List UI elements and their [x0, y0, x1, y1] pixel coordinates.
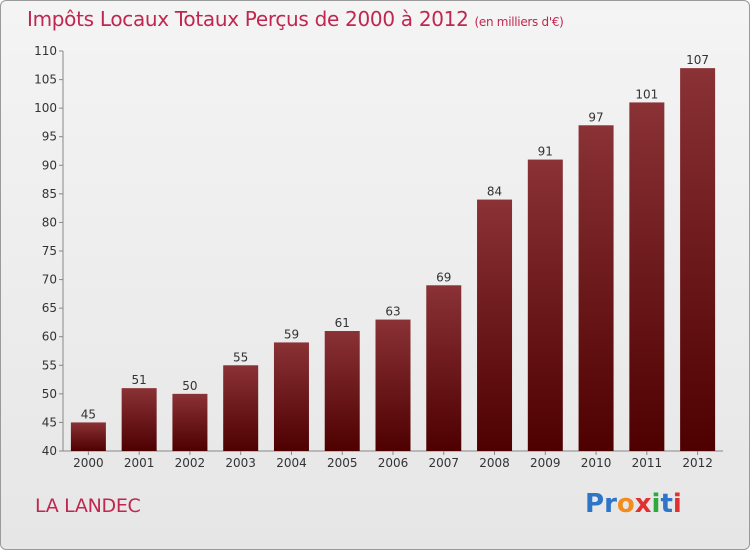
- y-tick-label: 90: [42, 158, 57, 172]
- y-tick-label: 105: [34, 73, 57, 87]
- y-tick-label: 95: [42, 130, 57, 144]
- chart-axes: 40 45 50 55 60 65 70 75 80 85 90 95 100 105 110: [34, 44, 723, 458]
- chart-labels: 2000 45 2001 51 2002 50 2003 55 2004 59 2005 61 2006…: [73, 53, 713, 470]
- x-tick-label: 2011: [632, 456, 663, 470]
- chart-unit: (en milliers d'€): [474, 15, 564, 29]
- chart-bars: [70, 68, 716, 452]
- data-label: 50: [182, 379, 197, 393]
- data-label: 107: [686, 53, 709, 67]
- logo-letter: x: [634, 489, 652, 519]
- data-label: 63: [385, 305, 400, 319]
- x-tick-label: 2009: [530, 456, 561, 470]
- y-tick-label: 60: [42, 330, 57, 344]
- chart-title: Impôts Locaux Totaux Perçus de 2000 à 20…: [27, 7, 564, 31]
- data-label: 55: [233, 350, 248, 364]
- bar: [273, 342, 309, 451]
- y-tick-label: 100: [34, 101, 57, 115]
- data-label: 45: [81, 407, 96, 421]
- chart-title-text: Impôts Locaux Totaux Perçus de 2000 à 20…: [27, 7, 469, 31]
- bar: [477, 199, 513, 451]
- y-tick-label: 40: [42, 444, 57, 458]
- bar: [70, 422, 106, 451]
- logo-letter: o: [616, 489, 635, 519]
- bar: [324, 331, 360, 451]
- data-label: 51: [132, 373, 147, 387]
- x-tick-label: 2012: [682, 456, 713, 470]
- y-tick-label: 85: [42, 187, 57, 201]
- logo-letter: i: [672, 489, 682, 519]
- y-tick-label: 80: [42, 215, 57, 229]
- data-label: 101: [635, 87, 658, 101]
- bar: [172, 393, 208, 451]
- x-tick-label: 2003: [225, 456, 256, 470]
- data-label: 97: [588, 110, 603, 124]
- y-tick-label: 75: [42, 244, 57, 258]
- bar: [578, 125, 614, 452]
- bar: [121, 388, 157, 451]
- y-tick-label: 70: [42, 273, 57, 287]
- y-tick-label: 45: [42, 415, 57, 429]
- x-tick-label: 2001: [124, 456, 155, 470]
- x-tick-label: 2002: [175, 456, 206, 470]
- logo-letter: P: [585, 489, 605, 519]
- data-label: 61: [335, 316, 350, 330]
- bar: [426, 285, 462, 451]
- data-label: 84: [487, 185, 502, 199]
- data-label: 91: [538, 145, 553, 159]
- logo-letter: t: [660, 489, 673, 519]
- y-tick-label: 55: [42, 358, 57, 372]
- x-tick-label: 2005: [327, 456, 358, 470]
- data-label: 59: [284, 327, 299, 341]
- bar: [629, 102, 665, 451]
- x-tick-label: 2008: [479, 456, 510, 470]
- proxiti-logo: Proxiti: [585, 489, 682, 519]
- y-tick-label: 50: [42, 387, 57, 401]
- x-tick-label: 2006: [378, 456, 409, 470]
- bar: [223, 365, 259, 451]
- x-tick-label: 2004: [276, 456, 307, 470]
- y-tick-label: 110: [34, 44, 57, 58]
- logo-letter: i: [651, 489, 661, 519]
- x-tick-label: 2007: [428, 456, 459, 470]
- bar: [375, 319, 411, 451]
- logo-letter: r: [604, 489, 617, 519]
- location-name: LA LANDEC: [35, 495, 141, 517]
- x-tick-label: 2000: [73, 456, 104, 470]
- y-tick-label: 65: [42, 301, 57, 315]
- bar: [527, 159, 563, 452]
- x-tick-label: 2010: [581, 456, 612, 470]
- bar: [680, 68, 716, 452]
- data-label: 69: [436, 270, 451, 284]
